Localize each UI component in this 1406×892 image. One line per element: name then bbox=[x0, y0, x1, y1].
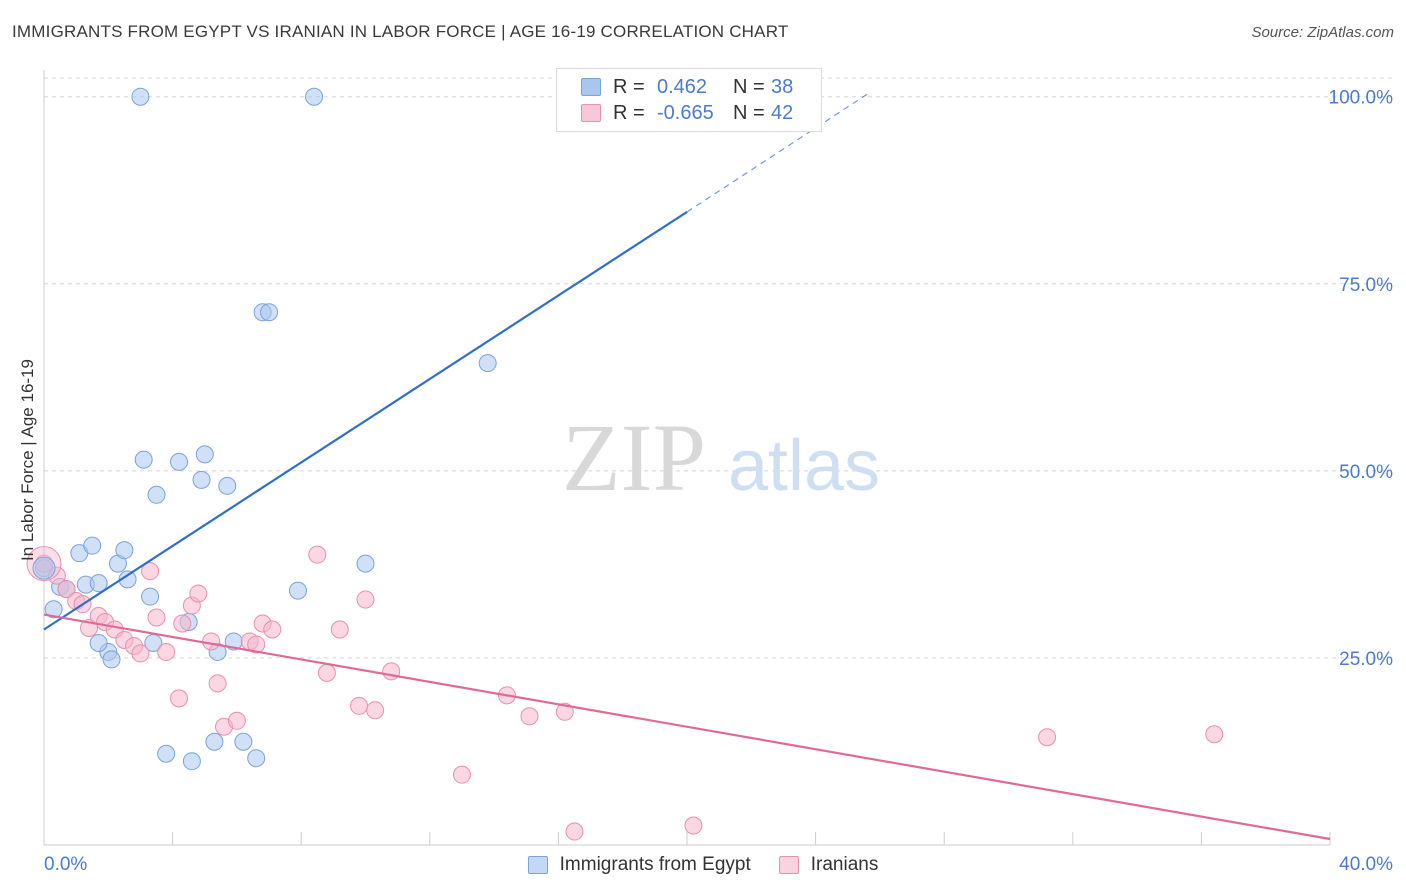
legend-n-label: N = bbox=[733, 101, 765, 124]
legend-r-value-egypt: 0.462 bbox=[657, 75, 708, 98]
egypt-point bbox=[192, 470, 211, 489]
egypt-point bbox=[218, 476, 237, 495]
iranian-point bbox=[317, 663, 336, 682]
iranian-point bbox=[452, 765, 471, 784]
y-tick-label: 50.0% bbox=[1339, 462, 1393, 483]
egypt-point bbox=[195, 445, 214, 464]
iranian-point bbox=[565, 822, 584, 841]
iranian-point bbox=[173, 614, 192, 633]
iranian-point bbox=[684, 816, 703, 835]
watermark-atlas: atlas bbox=[728, 426, 880, 506]
axes bbox=[43, 70, 1331, 846]
chart-title: IMMIGRANTS FROM EGYPT VS IRANIAN IN LABO… bbox=[12, 22, 789, 41]
legend-swatch-egypt bbox=[581, 78, 601, 96]
egypt-point bbox=[83, 536, 102, 555]
watermark: ZIP atlas bbox=[562, 404, 880, 511]
egypt-point bbox=[44, 600, 63, 619]
source-credit: Source: ZipAtlas.com bbox=[1251, 24, 1394, 41]
iranian-point bbox=[308, 545, 327, 564]
y-tick-label: 25.0% bbox=[1339, 649, 1393, 670]
iranian-point bbox=[141, 562, 160, 581]
egypt-point bbox=[141, 587, 160, 606]
egypt-point bbox=[305, 87, 324, 106]
egypt-point-large bbox=[32, 556, 56, 580]
legend-n-value-iranians: 42 bbox=[771, 101, 794, 124]
series-legend-item-iranians: Iranians bbox=[778, 854, 879, 876]
egypt-trend-extension bbox=[686, 91, 871, 213]
egypt-point bbox=[134, 450, 153, 469]
iranian-point bbox=[330, 620, 349, 639]
iranian-point bbox=[189, 584, 208, 603]
egypt-point bbox=[147, 485, 166, 504]
egypt-point bbox=[131, 87, 150, 106]
series-legend-label-iranians: Iranians bbox=[810, 854, 879, 875]
iranian-point bbox=[1205, 725, 1224, 744]
egypt-point bbox=[234, 732, 253, 751]
egypt-point bbox=[478, 354, 497, 373]
series-legend: Immigrants from Egypt Iranians bbox=[0, 852, 1406, 878]
egypt-trend-line bbox=[43, 211, 688, 631]
iranian-point bbox=[208, 674, 227, 693]
iranian-point bbox=[147, 608, 166, 627]
iranian-trend-line bbox=[43, 613, 1331, 841]
series-swatch-iranians bbox=[778, 856, 799, 874]
legend-row-egypt: R = 0.462 N = 38 bbox=[581, 75, 793, 99]
grid-lines bbox=[44, 77, 1392, 659]
egypt-point bbox=[205, 732, 224, 751]
legend-row-iranians: R = -0.665 N = 42 bbox=[581, 101, 793, 125]
iranian-point bbox=[356, 590, 375, 609]
egypt-point bbox=[89, 633, 108, 652]
egypt-point bbox=[102, 650, 121, 669]
egypt-point bbox=[247, 749, 266, 768]
series-swatch-egypt bbox=[527, 856, 548, 874]
egypt-point bbox=[356, 554, 375, 573]
iranian-point bbox=[57, 580, 76, 599]
iranian-point bbox=[555, 702, 574, 721]
egypt-point bbox=[157, 744, 176, 763]
iranian-point bbox=[131, 644, 150, 663]
series-legend-label-egypt: Immigrants from Egypt bbox=[559, 854, 751, 875]
iranian-point bbox=[382, 662, 401, 681]
y-tick-label: 100.0% bbox=[1329, 88, 1394, 109]
iranian-point bbox=[202, 632, 221, 651]
iranian-point bbox=[350, 696, 369, 715]
legend-n-label: N = bbox=[733, 75, 765, 98]
iranian-point bbox=[227, 711, 246, 730]
egypt-point bbox=[118, 570, 137, 589]
egypt-point bbox=[260, 303, 279, 322]
egypt-point bbox=[89, 574, 108, 593]
egypt-point bbox=[115, 541, 134, 560]
series-legend-item-egypt: Immigrants from Egypt bbox=[527, 854, 751, 876]
iranian-point bbox=[247, 635, 266, 654]
tick-labels: 25.0% 50.0% 75.0% 100.0% 0.0% 40.0% bbox=[44, 88, 1393, 875]
watermark-zip: ZIP bbox=[562, 404, 706, 511]
iranian-point bbox=[520, 707, 539, 726]
iranian-point bbox=[157, 642, 176, 661]
egypt-point bbox=[288, 581, 307, 600]
trend-lines bbox=[43, 91, 1331, 841]
x-tick-label-min: 0.0% bbox=[44, 854, 87, 875]
egypt-point bbox=[182, 752, 201, 771]
egypt-point bbox=[170, 452, 189, 471]
x-tick-label-max: 40.0% bbox=[1339, 854, 1393, 875]
iranian-point bbox=[366, 701, 385, 720]
iranian-point bbox=[170, 689, 189, 708]
correlation-legend: R = 0.462 N = 38 R = -0.665 N = 42 bbox=[556, 68, 822, 132]
legend-swatch-iranians bbox=[581, 104, 601, 122]
legend-n-value-egypt: 38 bbox=[771, 75, 794, 98]
y-axis-label: In Labor Force | Age 16-19 bbox=[18, 359, 37, 561]
legend-r-label: R = bbox=[613, 75, 645, 98]
data-points bbox=[26, 87, 1224, 841]
iranian-point bbox=[263, 620, 282, 639]
iranian-point bbox=[1038, 728, 1057, 747]
y-tick-label: 75.0% bbox=[1339, 275, 1393, 296]
legend-r-value-iranians: -0.665 bbox=[657, 101, 714, 124]
legend-r-label: R = bbox=[613, 101, 645, 124]
